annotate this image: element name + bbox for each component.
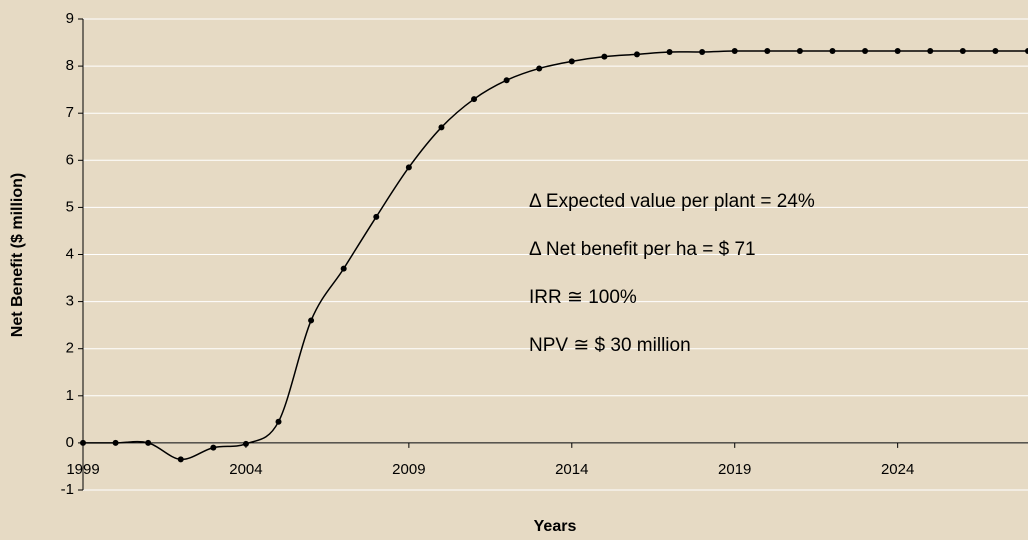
y-tick-label: 2 xyxy=(66,340,74,357)
data-point xyxy=(536,65,543,72)
annotation: Δ Net benefit per ha = $ 71 xyxy=(529,239,756,260)
x-tick-label: 2019 xyxy=(718,461,751,478)
data-point xyxy=(666,48,673,55)
data-point xyxy=(862,48,869,55)
data-point xyxy=(568,58,575,65)
y-tick-label: 6 xyxy=(66,151,74,168)
x-tick-label: 2004 xyxy=(229,461,262,478)
data-point xyxy=(471,96,478,103)
data-point xyxy=(308,317,315,324)
y-tick-label: 8 xyxy=(66,57,74,74)
y-tick-label: 5 xyxy=(66,198,74,215)
data-point xyxy=(438,124,445,131)
data-point xyxy=(112,439,119,446)
y-tick-label: 0 xyxy=(66,434,74,451)
annotation: NPV ≅ $ 30 million xyxy=(529,335,691,356)
data-point xyxy=(894,48,901,55)
data-point xyxy=(210,444,217,451)
data-point xyxy=(373,213,380,220)
data-point xyxy=(275,418,282,425)
data-point xyxy=(242,440,249,447)
data-point xyxy=(927,48,934,55)
y-tick-label: 9 xyxy=(66,10,74,27)
data-point xyxy=(992,48,999,55)
data-point xyxy=(829,48,836,55)
annotation: IRR ≅ 100% xyxy=(529,287,637,308)
x-tick-label: 1999 xyxy=(66,461,99,478)
data-point xyxy=(503,77,510,84)
data-point xyxy=(601,53,608,60)
data-point xyxy=(1025,48,1028,55)
data-point xyxy=(633,51,640,58)
data-point xyxy=(959,48,966,55)
x-tick-label: 2014 xyxy=(555,461,588,478)
data-point xyxy=(796,48,803,55)
data-point xyxy=(764,48,771,55)
data-point xyxy=(731,48,738,55)
y-tick-label: 1 xyxy=(66,387,74,404)
y-tick-label: 4 xyxy=(66,245,74,262)
y-tick-label: 7 xyxy=(66,104,74,121)
annotation: Δ Expected value per plant = 24% xyxy=(529,191,815,212)
data-point xyxy=(405,164,412,171)
y-tick-label: 3 xyxy=(66,293,74,310)
y-tick-label: -1 xyxy=(61,481,74,498)
data-point xyxy=(80,439,86,446)
y-axis-title: Net Benefit ($ million) xyxy=(9,173,26,337)
data-point xyxy=(177,456,184,463)
x-axis-title: Years xyxy=(534,518,577,535)
data-point xyxy=(145,439,152,446)
x-tick-label: 2024 xyxy=(881,461,914,478)
data-point xyxy=(699,48,706,55)
data-point xyxy=(340,265,347,272)
x-tick-label: 2009 xyxy=(392,461,425,478)
